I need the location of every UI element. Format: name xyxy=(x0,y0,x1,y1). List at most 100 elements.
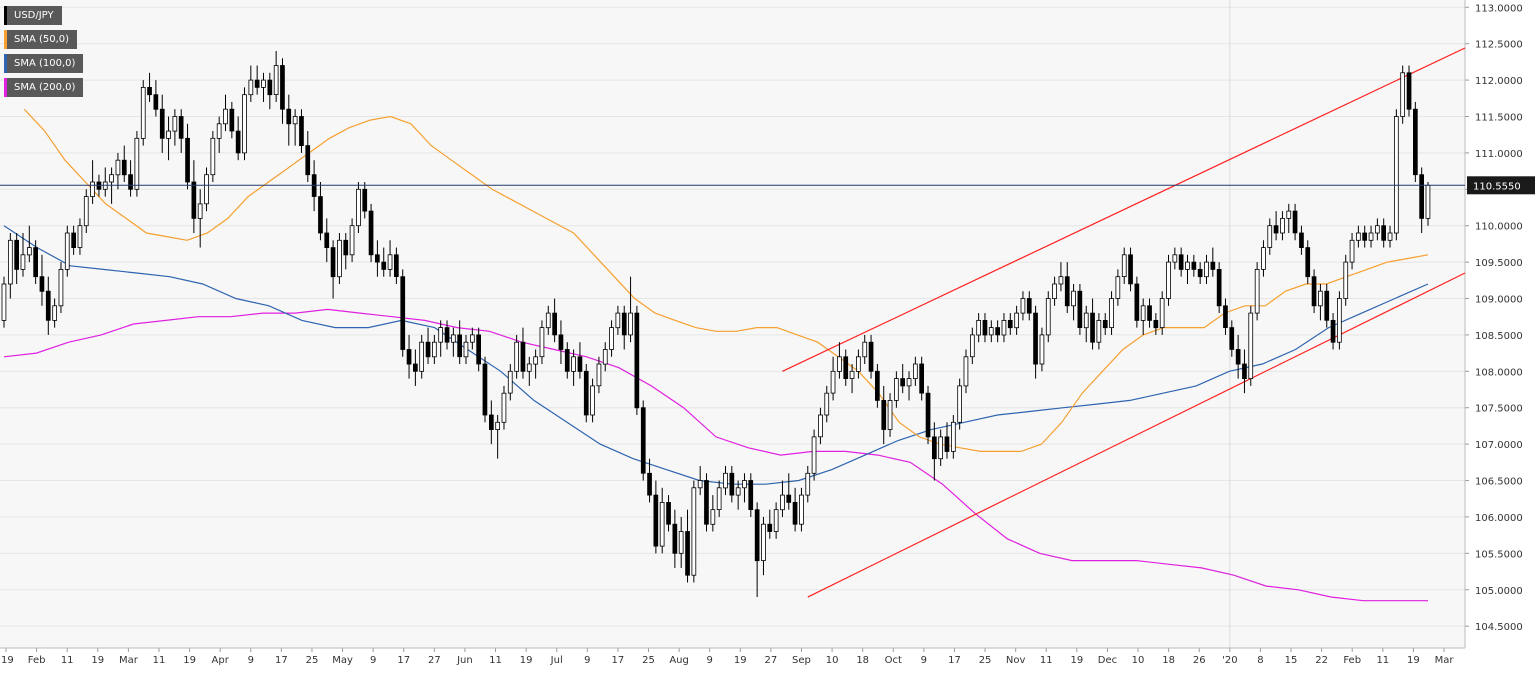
candle xyxy=(1102,313,1108,335)
x-tick-label: 17 xyxy=(612,655,625,666)
candle-body xyxy=(1001,319,1007,336)
x-tick-label: 11 xyxy=(1040,655,1053,666)
candle xyxy=(261,72,266,102)
candle xyxy=(811,429,817,481)
candle xyxy=(1153,313,1159,335)
candle-body xyxy=(704,480,709,525)
candle xyxy=(634,305,640,416)
candle-body xyxy=(1045,298,1051,336)
plot-background xyxy=(0,0,1465,648)
y-tick-label: 106.0000 xyxy=(1475,513,1523,524)
candle-body xyxy=(1216,268,1222,307)
x-tick-label: Jun xyxy=(456,655,473,666)
candle-body xyxy=(1096,319,1102,343)
y-tick-label: 105.5000 xyxy=(1475,549,1523,560)
candle-body xyxy=(583,370,589,416)
candle-body xyxy=(507,370,513,394)
x-tick-label: 18 xyxy=(1162,655,1175,666)
candle xyxy=(640,400,646,481)
candle xyxy=(1324,283,1330,328)
candle xyxy=(843,349,849,386)
candle-body xyxy=(951,421,956,452)
candle xyxy=(1134,276,1140,328)
candle-body xyxy=(786,494,792,503)
candle-body xyxy=(71,232,76,249)
x-tick-label: Sep xyxy=(792,655,811,666)
candle-body xyxy=(1362,232,1367,241)
x-tick-label: 22 xyxy=(1315,655,1328,666)
candle-body xyxy=(1026,298,1032,314)
candle-body xyxy=(134,137,140,190)
candle-body xyxy=(1020,298,1026,314)
candle xyxy=(647,458,652,503)
candle xyxy=(786,473,792,510)
candle-body xyxy=(343,239,349,256)
candle-body xyxy=(1242,363,1247,380)
legend-sma-100[interactable]: SMA (100,0) xyxy=(4,54,84,73)
candle xyxy=(387,240,393,277)
candle xyxy=(362,182,368,219)
x-tick-label: 17 xyxy=(275,655,288,666)
candle-body xyxy=(761,523,766,562)
candle-body xyxy=(273,65,279,96)
candle-body xyxy=(1039,334,1045,365)
candle xyxy=(944,422,950,459)
x-tick-label: 8 xyxy=(1257,655,1263,666)
candle xyxy=(602,342,608,372)
candle xyxy=(837,342,842,379)
candle xyxy=(356,182,361,233)
candle xyxy=(26,225,32,263)
candle-body xyxy=(1349,239,1355,263)
candle xyxy=(273,50,279,102)
candle xyxy=(1368,225,1374,248)
candle xyxy=(1147,298,1152,328)
candle xyxy=(628,276,633,343)
x-tick-label: 19 xyxy=(734,655,747,666)
candle xyxy=(1337,291,1342,350)
candle xyxy=(501,385,507,430)
candle-body xyxy=(716,487,722,510)
candle xyxy=(881,385,887,445)
candle xyxy=(963,349,969,394)
candle-body xyxy=(577,356,583,372)
candle-body xyxy=(754,509,760,562)
candle xyxy=(1109,291,1114,335)
candle xyxy=(1083,305,1089,343)
candle-body xyxy=(1033,312,1038,365)
candle xyxy=(685,509,690,583)
candle-body xyxy=(1292,210,1298,234)
candle xyxy=(887,393,893,437)
candle-body xyxy=(1267,225,1273,248)
sma-200-line xyxy=(3,308,1428,602)
legend-sma-50[interactable]: SMA (50,0) xyxy=(4,30,78,49)
candle xyxy=(280,58,285,124)
candle-body xyxy=(349,225,355,256)
candle xyxy=(393,247,399,284)
candle xyxy=(178,109,184,153)
candle xyxy=(1077,283,1083,335)
candle xyxy=(1242,349,1247,394)
candle-body xyxy=(590,385,595,416)
candle xyxy=(1349,232,1355,270)
candle xyxy=(1090,298,1095,350)
legend-usdjpy[interactable]: USD/JPY xyxy=(4,6,62,25)
candle-body xyxy=(602,349,608,365)
candle-body xyxy=(14,239,19,270)
candle xyxy=(672,509,678,568)
candle-body xyxy=(1400,72,1405,117)
x-tick-label: Apr xyxy=(212,655,230,666)
candle-body xyxy=(248,79,254,96)
candle xyxy=(235,116,241,161)
y-tick-label: 112.5000 xyxy=(1475,40,1523,51)
candle-body xyxy=(267,79,273,96)
candle-body xyxy=(995,327,1001,336)
candle-body xyxy=(1210,261,1216,270)
candle xyxy=(1280,211,1285,241)
candle-body xyxy=(444,327,450,343)
candle-body xyxy=(412,363,418,372)
candle xyxy=(1381,218,1386,248)
candle-body xyxy=(1197,268,1203,278)
candle-body xyxy=(292,116,298,125)
legend-swatch-sma-100 xyxy=(4,54,7,73)
legend-sma-200[interactable]: SMA (200,0) xyxy=(4,78,84,97)
